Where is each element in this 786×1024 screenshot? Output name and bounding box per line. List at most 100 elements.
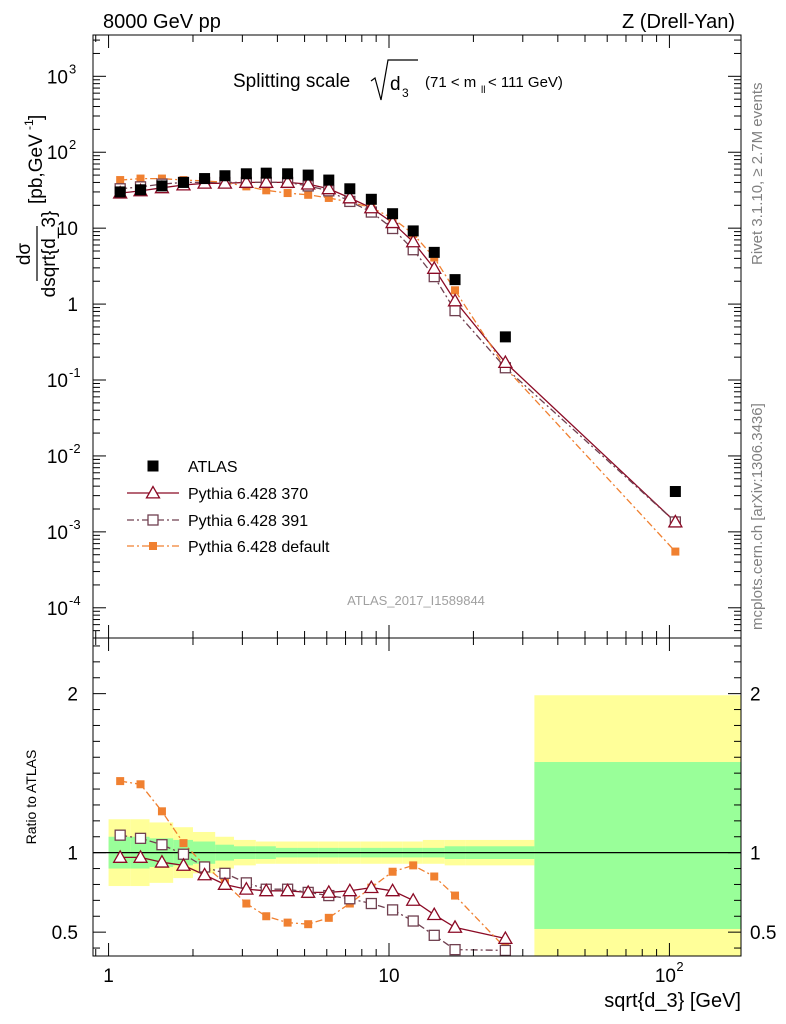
- y-label-numerator: dσ: [14, 243, 35, 266]
- x-tick-label: 1: [103, 966, 114, 987]
- ratio-data-point: [428, 929, 440, 941]
- main-data-point: [177, 176, 189, 188]
- main-y-tick-label: 10 2: [47, 137, 76, 164]
- main-data-point: [365, 193, 377, 205]
- main-data-point: [260, 167, 272, 179]
- legend-marker: [147, 460, 159, 472]
- ratio-data-point: [342, 882, 358, 897]
- main-data-point: [219, 170, 231, 182]
- legend-label: Pythia 6.428 370: [188, 486, 308, 503]
- legend-marker: [145, 485, 161, 499]
- ratio-data-point: [365, 897, 377, 910]
- y-tick-base: 1: [67, 295, 78, 316]
- main-data-point: [136, 174, 145, 183]
- x-tick-base: 10: [655, 966, 676, 987]
- y-label-units-exp: -1: [22, 119, 36, 130]
- main-data-point: [669, 486, 681, 498]
- main-data-point: [449, 274, 461, 286]
- title-prefix: Splitting scale: [233, 71, 350, 92]
- main-data-point: [451, 286, 460, 295]
- ratio-data-point: [258, 882, 274, 897]
- ratio-inner-band: [534, 762, 741, 929]
- ratio-data-point: [449, 943, 461, 956]
- title-sqrt-sub: 3: [402, 86, 409, 100]
- y-tick-exp: 3: [69, 61, 76, 76]
- ratio-data-point: [238, 881, 254, 895]
- y-tick-base: 10: [47, 447, 68, 468]
- main-y-tick-label: 10 -4: [47, 593, 81, 620]
- ratio-data-point: [116, 777, 125, 786]
- ratio-data-point: [388, 867, 397, 876]
- main-data-point: [324, 193, 333, 202]
- main-data-point: [283, 189, 292, 198]
- title-close: < 111 GeV): [488, 74, 563, 91]
- ratio-data-point: [154, 854, 170, 868]
- ratio-panel: 0.5 0.51 12 2 Ratio to ATLAS 1 10 10 2 sqrt{d_…: [23, 637, 776, 1012]
- main-data-point: [449, 304, 461, 317]
- main-data-point: [199, 173, 211, 185]
- x-tick-base: 1: [103, 966, 114, 987]
- main-data-point: [342, 190, 358, 204]
- ratio-data-point: [497, 930, 513, 945]
- ratio-data-point: [430, 872, 439, 881]
- x-tick-label: 10: [378, 966, 399, 987]
- ratio-data-point: [114, 829, 126, 841]
- x-axis-label: sqrt{d_3} [GeV]: [604, 990, 741, 1012]
- main-data-point: [114, 186, 126, 198]
- y-tick-base: 10: [57, 219, 78, 240]
- y-tick-exp: -1: [69, 365, 81, 380]
- ratio-data-point: [112, 849, 128, 863]
- x-tick-base: 10: [378, 966, 399, 987]
- legend-label: Pythia 6.428 391: [188, 513, 308, 530]
- main-data-point: [387, 208, 399, 220]
- legend: ATLAS Pythia 6.428 370 Pythia 6.428 391 Pyt…: [127, 459, 330, 556]
- main-y-tick-label: 10: [57, 219, 78, 240]
- main-data-point: [116, 176, 125, 185]
- ratio-data-point: [279, 882, 296, 897]
- header-right-label: Z (Drell-Yan): [622, 11, 735, 33]
- main-data-point: [384, 214, 401, 229]
- ratio-series-line: [120, 780, 506, 949]
- main-data-point: [671, 547, 680, 556]
- main-data-point: [499, 331, 511, 343]
- mcplots-source-label: mcplots.cern.ch [arXiv:1306.3436]: [749, 403, 766, 630]
- ratio-data-point: [196, 867, 213, 881]
- ratio-data-point: [134, 832, 147, 844]
- legend-label: ATLAS: [188, 459, 238, 476]
- main-data-point: [363, 200, 379, 214]
- title-sqrt-symbol: d: [390, 74, 401, 95]
- legend-item: Pythia 6.428 370: [127, 485, 308, 503]
- ratio-data-point: [451, 891, 460, 900]
- main-data-point: [447, 293, 463, 307]
- ratio-data-point: [132, 849, 149, 863]
- rivet-version-label: Rivet 3.1.10, ≥ 2.7M events: [749, 83, 766, 266]
- y-tick-base: 10: [47, 523, 68, 544]
- ratio-y-tick-label-right: 0.5: [750, 923, 776, 944]
- main-data-point: [156, 180, 168, 192]
- main-data-point: [135, 184, 147, 196]
- ratio-data-point: [300, 884, 316, 898]
- main-data-point: [282, 168, 294, 180]
- y-tick-base: 10: [47, 371, 68, 392]
- ratio-data-point: [499, 944, 512, 957]
- title-open: (71 < m: [425, 74, 476, 91]
- y-label-denominator: dsqrt{d_3}: [39, 211, 60, 298]
- ratio-data-point: [384, 882, 401, 897]
- main-data-point: [238, 174, 254, 188]
- main-data-point: [262, 186, 271, 195]
- analysis-id-label: ATLAS_2017_I1589844: [347, 593, 485, 608]
- ratio-data-point: [447, 919, 463, 933]
- main-data-point: [428, 246, 440, 258]
- y-tick-exp: 2: [69, 137, 76, 152]
- main-data-point: [240, 168, 252, 180]
- title-sub: ll: [481, 85, 485, 96]
- main-data-point: [405, 234, 421, 248]
- ratio-y-tick-label: 0.5: [52, 923, 78, 944]
- y-label-units: [pb,GeV: [26, 134, 47, 204]
- y-tick-exp: -3: [69, 517, 81, 532]
- main-y-tick-label: 10 -1: [47, 365, 81, 392]
- main-data-point: [426, 260, 442, 274]
- ratio-data-point: [262, 912, 271, 921]
